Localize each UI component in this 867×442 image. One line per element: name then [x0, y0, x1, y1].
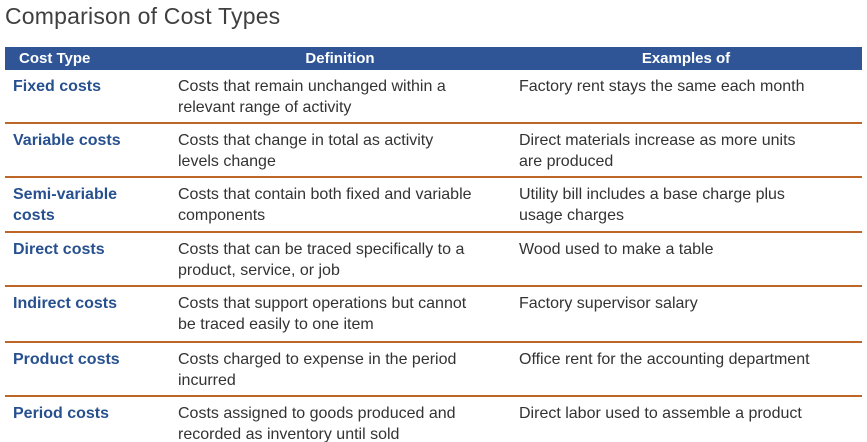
- example-cell: Direct materials increase as more units …: [510, 123, 862, 178]
- page-title: Comparison of Cost Types: [5, 3, 281, 29]
- example-cell: Utility bill includes a base charge plus…: [510, 177, 862, 233]
- cost-type-cell: Direct costs: [5, 232, 170, 287]
- table-row: Direct costs Costs that can be traced sp…: [5, 232, 862, 287]
- header-cost-type: Cost Type: [5, 47, 170, 70]
- definition-cell: Costs charged to expense in the period i…: [170, 342, 510, 397]
- definition-cell: Costs that remain unchanged within a rel…: [170, 70, 510, 124]
- table-row: Semi-variable costs Costs that contain b…: [5, 177, 862, 233]
- cost-comparison-table: Cost Type Definition Examples of Fixed c…: [5, 47, 862, 442]
- example-cell: Factory rent stays the same each month: [510, 70, 862, 124]
- table-row: Product costs Costs charged to expense i…: [5, 342, 862, 397]
- definition-cell: Costs assigned to goods produced and rec…: [170, 396, 510, 442]
- cost-type-cell: Semi-variable costs: [5, 177, 170, 233]
- example-cell: Office rent for the accounting departmen…: [510, 342, 862, 397]
- cost-type-cell: Period costs: [5, 396, 170, 442]
- cost-type-cell: Variable costs: [5, 123, 170, 178]
- cost-type-cell: Product costs: [5, 342, 170, 397]
- table-row: Variable costs Costs that change in tota…: [5, 123, 862, 178]
- table-row: Period costs Costs assigned to goods pro…: [5, 396, 862, 442]
- definition-cell: Costs that change in total as activity l…: [170, 123, 510, 178]
- cost-type-cell: Fixed costs: [5, 70, 170, 124]
- example-cell: Factory supervisor salary: [510, 286, 862, 343]
- cost-type-cell: Indirect costs: [5, 286, 170, 343]
- example-cell: Direct labor used to assemble a product: [510, 396, 862, 442]
- header-examples: Examples of: [510, 47, 862, 70]
- table-row: Indirect costs Costs that support operat…: [5, 286, 862, 343]
- definition-cell: Costs that can be traced specifically to…: [170, 232, 510, 287]
- table-row: Fixed costs Costs that remain unchanged …: [5, 70, 862, 124]
- table-header-row: Cost Type Definition Examples of: [5, 47, 862, 70]
- header-definition: Definition: [170, 47, 510, 70]
- example-cell: Wood used to make a table: [510, 232, 862, 287]
- definition-cell: Costs that support operations but cannot…: [170, 286, 510, 343]
- definition-cell: Costs that contain both fixed and variab…: [170, 177, 510, 233]
